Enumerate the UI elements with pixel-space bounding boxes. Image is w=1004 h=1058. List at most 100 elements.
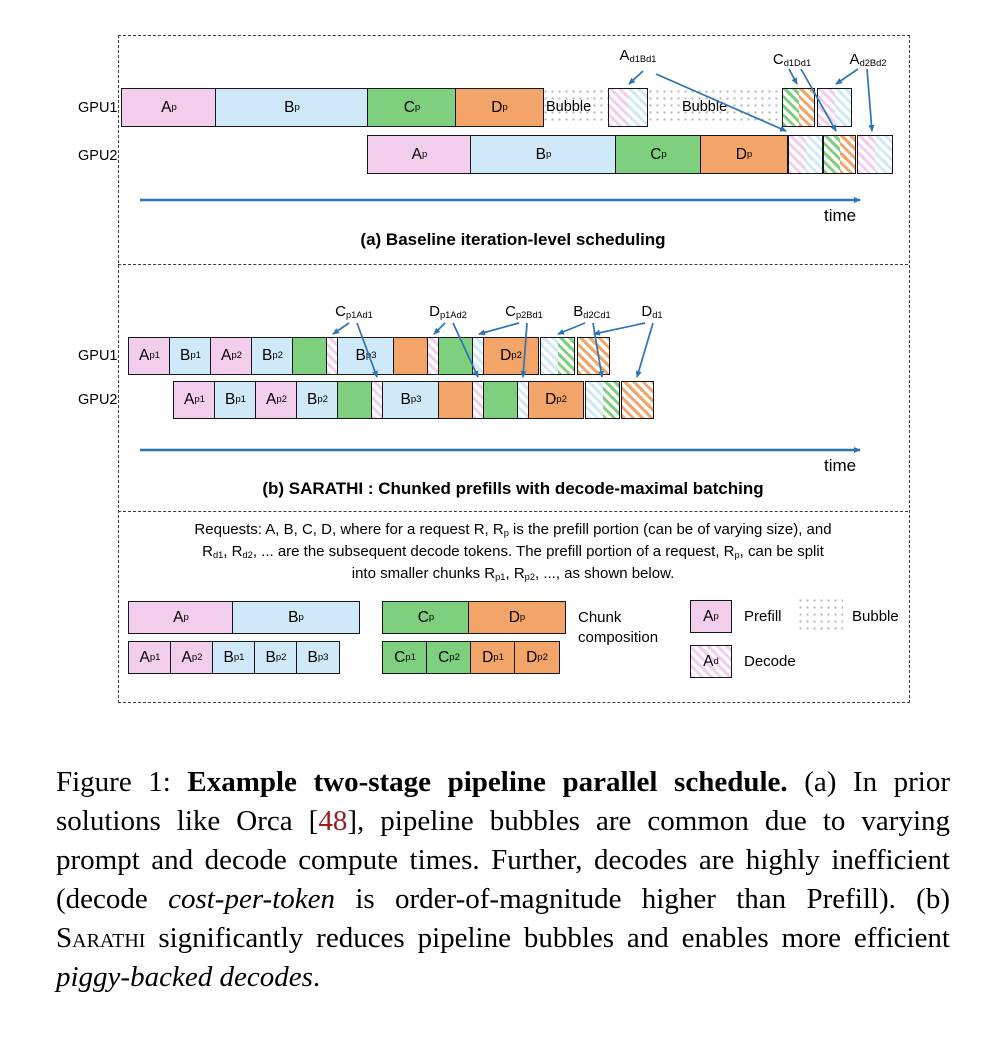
hatch-b xyxy=(834,89,851,126)
divider-a-b xyxy=(118,264,908,265)
legend-bubble-label: Bubble xyxy=(852,608,899,625)
panel-a-caption: (a) Baseline iteration-level scheduling xyxy=(360,230,666,249)
caption-text: (a) In prior solutions like Orca [ xyxy=(56,766,950,837)
batch-label-cp2bd1: Cp2Bd1 xyxy=(505,303,543,321)
decode-box-dd1-gpu1 xyxy=(577,337,610,375)
bubble-label-2: Bubble xyxy=(682,99,728,115)
legend-text-line1: Requests: A, B, C, D, where for a reques… xyxy=(194,521,832,539)
prefill-chunk-cp1 xyxy=(337,381,373,419)
caption-text: ], pipeline bubbles are common due to va… xyxy=(56,805,950,915)
caption-title: Example two-stage pipeline parallel sche… xyxy=(187,766,788,798)
hatch-a xyxy=(609,89,628,126)
time-label-b: time xyxy=(824,456,857,475)
decode-label-ad2bd2: Ad2Bd2 xyxy=(849,51,887,69)
chunk-composition-label: Chunk composition xyxy=(578,609,659,647)
caption-figure-number: Figure 1: xyxy=(56,766,188,798)
decode-box-ad1bd1-gpu2 xyxy=(788,135,823,174)
decode-box-bd2cd1-gpu1 xyxy=(540,337,575,375)
decode-box-cd1dd1-gpu1 xyxy=(782,88,815,127)
hatch-b xyxy=(586,382,603,418)
hatch-c xyxy=(824,136,840,173)
legend-decode-label: Decode xyxy=(744,653,796,670)
caption-emphasis: cost-per-token xyxy=(168,883,335,915)
figure-border xyxy=(118,35,910,703)
prefill-chunk-dp1 xyxy=(438,381,474,419)
hatch-d xyxy=(839,136,855,173)
decode-box-cd1dd1-gpu2 xyxy=(823,135,856,174)
decode-label-ad1bd1: Ad1Bd1 xyxy=(619,47,657,65)
gpu1-label-b: GPU1 xyxy=(78,348,118,364)
hatch-a xyxy=(789,136,806,173)
legend-text-line2: Rd1, Rd2, ... are the subsequent decode … xyxy=(202,543,824,561)
prefill-chunk-dp1 xyxy=(393,337,429,375)
hatch-a xyxy=(858,136,875,173)
legend-text-line3: into smaller chunks Rp1, Rp2, ..., as sh… xyxy=(351,565,675,583)
caption-text: . xyxy=(312,961,321,993)
prefill-chunk-cp1 xyxy=(292,337,328,375)
decode-box-bd2cd1-gpu2 xyxy=(585,381,620,419)
caption-sarathi: Sarathi xyxy=(56,922,146,954)
legend-bubble-sample xyxy=(797,597,843,632)
hatch-c xyxy=(783,89,799,126)
legend-prefill-label: Prefill xyxy=(744,608,782,625)
hatch-c xyxy=(557,338,574,374)
prefill-chunk-cp2 xyxy=(483,381,519,419)
decode-box-dd1-gpu2 xyxy=(621,381,654,419)
caption-emphasis: piggy-backed decodes xyxy=(56,961,313,993)
caption-text: is order-of-magnitude higher than Prefil… xyxy=(335,883,950,915)
gpu2-label-b: GPU2 xyxy=(78,392,118,408)
hatch-d xyxy=(798,89,814,126)
hatch-b xyxy=(875,136,892,173)
gpu1-label-a: GPU1 xyxy=(78,100,118,116)
hatch-a xyxy=(818,89,835,126)
batch-label-dp1ad2: Dp1Ad2 xyxy=(429,303,467,321)
gpu2-label-a: GPU2 xyxy=(78,148,118,164)
decode-box-ad2bd2-gpu2 xyxy=(857,135,893,174)
batch-label-dd1: Dd1 xyxy=(641,303,663,321)
bubble-label-1: Bubble xyxy=(546,99,592,115)
batch-label-bd2cd1: Bd2Cd1 xyxy=(573,303,611,321)
batch-label-cp1ad1: Cp1Ad1 xyxy=(335,303,373,321)
citation-link[interactable]: 48 xyxy=(318,805,348,837)
hatch-c xyxy=(602,382,619,418)
decode-label-cd1dd1: Cd1Dd1 xyxy=(772,51,812,69)
